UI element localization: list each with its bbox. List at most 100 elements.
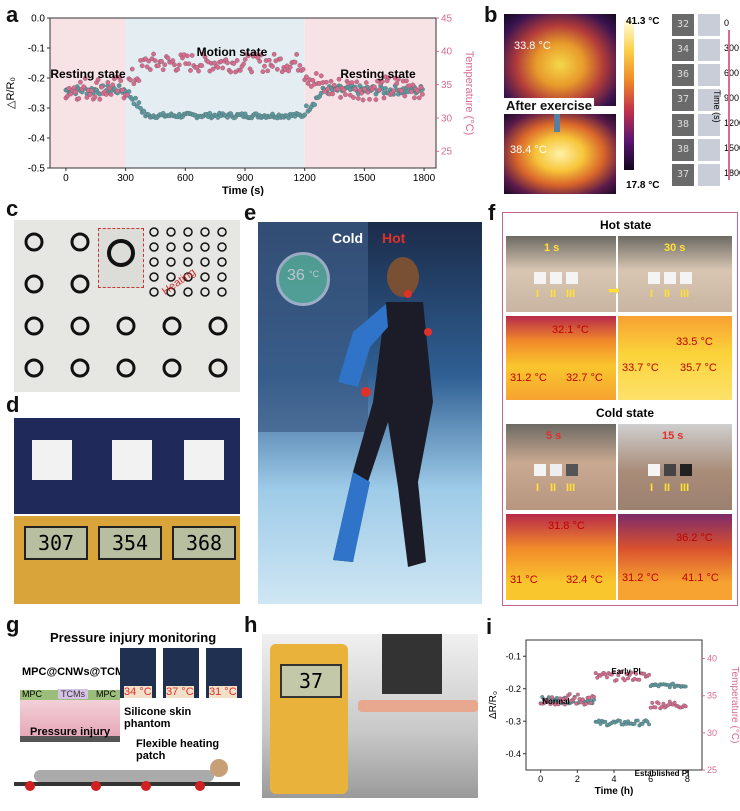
compression-test-photo: 37	[262, 634, 478, 798]
temperature-point	[170, 58, 176, 63]
x-tick-label: 0	[63, 173, 69, 184]
panel-label-g: g	[6, 612, 20, 637]
y2-axis-label: Temperature (°C)	[729, 667, 740, 744]
temperature-point	[199, 63, 205, 68]
temperature-point	[186, 61, 192, 67]
temperature-point	[73, 89, 78, 95]
temperature-point	[103, 92, 109, 97]
temperature-point	[258, 52, 264, 58]
temperature-point	[381, 95, 387, 101]
annotation-1: Early PI	[611, 667, 640, 676]
meter-display: 368	[172, 526, 236, 560]
temperature-point	[210, 66, 216, 72]
temperature-point	[577, 697, 582, 702]
temperature-point	[619, 670, 624, 675]
temperature-point	[297, 63, 303, 68]
resistance-point	[303, 103, 309, 109]
temperature-point	[603, 672, 608, 677]
temperature-point	[184, 53, 190, 59]
small-ring-icon	[183, 242, 193, 252]
temperature-point	[129, 66, 135, 72]
temperature-point	[308, 84, 314, 89]
temperature-point	[95, 77, 101, 82]
ring-icon	[24, 232, 44, 252]
ring-icon	[116, 316, 136, 336]
temperature-point	[650, 700, 655, 705]
hot-label: Hot	[382, 230, 406, 246]
y2-tick-label: 30	[441, 113, 453, 124]
temperature-point	[683, 704, 688, 709]
patch-i	[534, 272, 546, 284]
ring-icon	[70, 358, 90, 378]
temperature-point	[367, 96, 372, 102]
temperature-point	[234, 58, 240, 63]
g-temp-1: 34 °C	[124, 686, 152, 698]
h-meter-display: 37	[280, 664, 342, 698]
small-ring-icon	[217, 287, 227, 297]
temperature-point	[347, 92, 353, 98]
temperature-point	[373, 97, 379, 102]
temperature-point	[416, 95, 422, 101]
resistance-point	[383, 86, 388, 91]
strip-patch	[698, 89, 720, 111]
resistance-point	[138, 105, 143, 111]
time-arrow	[728, 30, 730, 180]
small-ring-icon	[166, 227, 176, 237]
x-tick-label: 600	[177, 173, 194, 184]
patch-iii	[680, 272, 692, 284]
y-tick-label: -0.3	[28, 103, 46, 114]
strip-reading: 32	[672, 14, 694, 36]
temperature-point	[354, 79, 360, 85]
x-tick-label: 300	[117, 173, 134, 184]
patch-i	[534, 464, 546, 476]
temperature-point	[300, 66, 306, 72]
temperature-point	[144, 64, 150, 70]
patch-iii	[566, 464, 578, 476]
y-tick-label: -0.4	[505, 749, 521, 759]
strip-time: 1500	[724, 143, 740, 153]
g-skin: Silicone skin phantom	[124, 706, 192, 730]
strip-patch	[698, 139, 720, 161]
layer-tcms: TCMs	[58, 689, 88, 699]
small-ring-icon	[166, 272, 176, 282]
temperature-point	[634, 671, 639, 676]
chart-a: 0 300 600 900 1200 1500 1800 0.0 -0.1 -0.2 -0.3 -0.…	[5, 13, 475, 196]
annotation-1: Motion state	[197, 45, 268, 59]
resistance-point	[598, 721, 603, 726]
hot-thermal-1: 32.1 °C 31.2 °C 32.7 °C	[506, 316, 616, 400]
temperature-point	[376, 87, 382, 93]
y2-tick-label: 35	[707, 691, 717, 701]
temperature-point	[196, 68, 201, 74]
temperature-point	[262, 63, 267, 69]
temperature-point	[87, 92, 93, 97]
temperature-point	[626, 676, 630, 681]
panel-f-frame	[502, 212, 738, 606]
face2-temp: 38.4 °C	[510, 144, 547, 156]
small-ring-icon	[166, 242, 176, 252]
g-material: MPC@CNWs@TCMs	[22, 666, 131, 678]
temperature-point	[118, 78, 124, 84]
hot-time-2: 30 s	[664, 242, 686, 254]
watch-temp: 36	[287, 267, 305, 284]
temperature-point	[371, 84, 377, 90]
sensor-patches-photo	[14, 418, 240, 514]
temperature-point	[128, 77, 133, 83]
roman-i: I	[650, 482, 654, 494]
temperature-point	[614, 678, 619, 682]
temperature-point	[616, 673, 621, 678]
panel-label-b: b	[484, 2, 498, 27]
temperature-point	[336, 76, 342, 82]
temperature-point	[176, 62, 182, 68]
temperature-point	[338, 95, 343, 100]
patch-ii	[664, 272, 676, 284]
temperature-point	[335, 86, 340, 92]
temperature-point	[341, 87, 347, 93]
temperature-point	[343, 92, 348, 97]
annotation-0: Resting state	[50, 67, 126, 81]
time-axis-label: Time (s)	[712, 90, 722, 123]
strip-time: 300	[724, 43, 740, 53]
skin-sample	[358, 700, 478, 712]
temperature-point	[266, 57, 272, 63]
ring-icon	[24, 358, 44, 378]
small-ring-icon	[217, 272, 227, 282]
